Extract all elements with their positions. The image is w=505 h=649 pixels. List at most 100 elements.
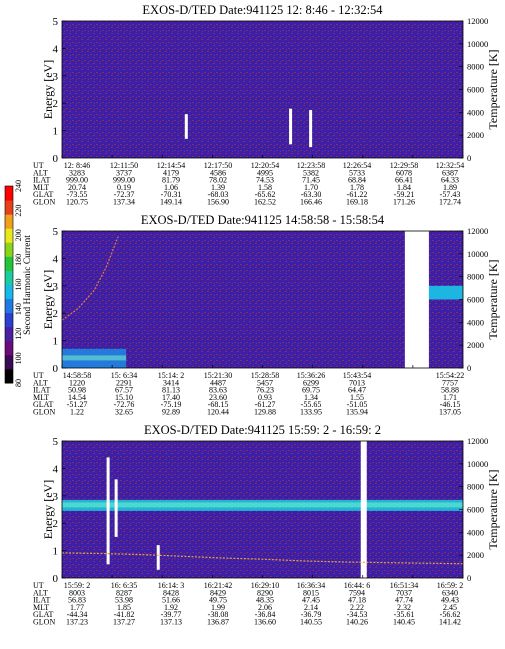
table-cell: 8015 <box>303 588 319 597</box>
table-cell: 20.74 <box>68 183 86 192</box>
y2-tick-label: 0 <box>467 573 471 583</box>
table-cell: 137.13 <box>160 618 182 627</box>
table-cell: 1220 <box>69 378 85 387</box>
table-row-label: UT <box>33 581 44 590</box>
table-cell: 999.00 <box>66 176 88 185</box>
colorbar-segment <box>5 354 13 370</box>
table-cell: -44.34 <box>67 610 88 619</box>
table-cell: 120.44 <box>207 408 229 417</box>
y-tick-label: 4 <box>53 463 59 475</box>
table-cell: 156.90 <box>207 198 229 207</box>
table-cell: 16:44: 6 <box>344 581 370 590</box>
table-cell: 50.98 <box>68 386 86 395</box>
table-row-label: MLT <box>33 183 49 192</box>
table-cell: 8287 <box>116 588 132 597</box>
y-axis-label: Energy [eV] <box>41 60 55 119</box>
y-tick-label: 4 <box>53 253 59 265</box>
table-cell: 1.34 <box>304 393 318 402</box>
table-cell: 16: 6:35 <box>111 581 137 590</box>
y2-axis-label: Temperature [K] <box>486 49 500 129</box>
table-cell: 56.83 <box>68 596 86 605</box>
table-cell: 23.60 <box>209 393 227 402</box>
table-cell: 81.13 <box>162 386 180 395</box>
y-tick-label: 0 <box>53 153 59 165</box>
table-cell: 3414 <box>163 378 179 387</box>
table-row-label: UT <box>33 161 44 170</box>
colorbar-segment <box>5 284 13 300</box>
table-row-label: GLON <box>33 618 55 627</box>
table-cell: -36.79 <box>301 610 322 619</box>
y2-tick-label: 10000 <box>467 39 488 49</box>
y-tick-label: 1 <box>53 546 59 558</box>
table-cell: 8429 <box>210 588 226 597</box>
table-cell: 16:21:42 <box>204 581 232 590</box>
y-tick-label: 5 <box>53 226 59 238</box>
table-cell: 69.75 <box>302 386 320 395</box>
table-cell: 136.60 <box>254 618 276 627</box>
white-spike <box>114 479 118 537</box>
table-cell: 4487 <box>210 378 226 387</box>
y-tick-label: 3 <box>53 281 59 293</box>
colorbar-segment <box>5 200 13 215</box>
table-row-label: GLAT <box>33 190 54 199</box>
table-cell: 171.26 <box>393 198 415 207</box>
table-cell: 166.46 <box>300 198 322 207</box>
table-cell: 2.06 <box>258 603 272 612</box>
table-cell: 129.88 <box>254 408 276 417</box>
table-cell: 12:17:50 <box>204 161 232 170</box>
table-cell: 0.93 <box>258 393 272 402</box>
table-cell: 15:43:54 <box>343 371 371 380</box>
table-row-label: UT <box>33 371 44 380</box>
table-cell: 2.45 <box>443 603 457 612</box>
table-row-label: MLT <box>33 603 49 612</box>
colorbar-segment <box>5 270 13 285</box>
colorbar-segment <box>5 326 13 342</box>
energy-band-right <box>428 285 463 300</box>
table-row-label: GLAT <box>33 400 54 409</box>
table-cell: -61.27 <box>255 400 276 409</box>
colorbar-label: Second Harmonic Current <box>23 235 33 335</box>
y2-tick-label: 6000 <box>467 505 484 515</box>
table-cell: 47.45 <box>302 596 320 605</box>
colorbar-segment <box>5 186 13 201</box>
y-tick-label: 0 <box>53 573 59 585</box>
table-cell: 137.34 <box>113 198 135 207</box>
table-cell: -51.27 <box>67 400 88 409</box>
table-cell: -72.37 <box>114 190 135 199</box>
y-tick-label: 1 <box>53 126 59 138</box>
y2-tick-label: 10000 <box>467 459 488 469</box>
table-cell: 4586 <box>210 168 226 177</box>
panel-title: EXOS-D/TED Date:941125 12: 8:46 - 12:32:… <box>142 3 383 17</box>
table-row-label: ALT <box>33 168 48 177</box>
table-row-label: GLON <box>33 408 55 417</box>
table-cell: 2.22 <box>350 603 364 612</box>
table-cell: 137.05 <box>439 408 461 417</box>
table-cell: 67.57 <box>115 386 133 395</box>
y-tick-label: 0 <box>53 363 59 375</box>
table-cell: 15:59: 2 <box>64 581 90 590</box>
y-tick-label: 5 <box>53 436 59 448</box>
y-tick-label: 2 <box>53 518 59 530</box>
table-row-label: ALT <box>33 378 48 387</box>
table-cell: -63.30 <box>301 190 322 199</box>
table-cell: 14:58:58 <box>63 371 91 380</box>
table-cell: 12:29:58 <box>390 161 418 170</box>
y2-tick-label: 0 <box>467 363 471 373</box>
y-tick-label: 5 <box>53 16 59 28</box>
y-tick-label: 2 <box>53 98 59 110</box>
table-cell: 3283 <box>69 168 85 177</box>
panel-title: EXOS-D/TED Date:941125 15:59: 2 - 16:59:… <box>144 423 381 437</box>
y2-tick-label: 8000 <box>467 272 484 282</box>
y2-tick-label: 0 <box>467 153 471 163</box>
table-cell: 7037 <box>396 588 412 597</box>
data-gap <box>404 231 429 368</box>
table-cell: -68.15 <box>208 400 229 409</box>
table-cell: -70.31 <box>161 190 182 199</box>
table-cell: 15:14: 2 <box>158 371 184 380</box>
colorbar-tick-label: 200 <box>14 229 23 241</box>
table-cell: 66.41 <box>395 176 413 185</box>
table-cell: 15:28:58 <box>251 371 279 380</box>
white-spike <box>309 110 313 148</box>
y-tick-label: 4 <box>53 43 59 55</box>
table-cell: 47.74 <box>395 596 413 605</box>
